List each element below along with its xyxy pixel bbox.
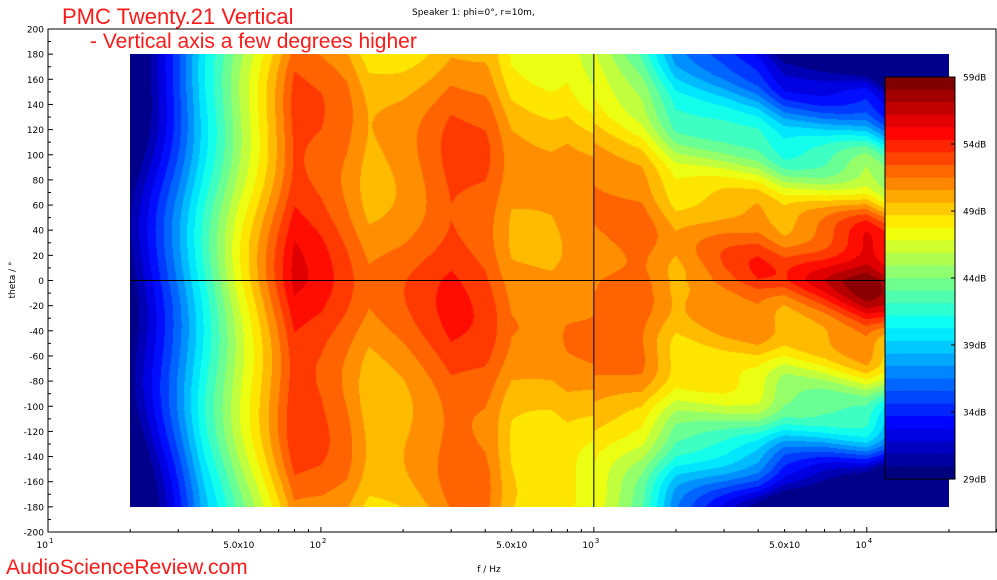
colorbar-band xyxy=(885,252,955,267)
x-tick-label: 10 xyxy=(582,541,594,551)
x-tick-label: 5.0x10 xyxy=(769,541,800,551)
colorbar-band xyxy=(885,290,955,304)
colorbar-band xyxy=(885,164,955,179)
y-tick-label: -100 xyxy=(24,403,45,413)
colorbar-band xyxy=(885,114,955,128)
y-tick-label: -60 xyxy=(29,352,44,362)
colorbar-band xyxy=(885,391,955,405)
y-tick-label: 180 xyxy=(27,51,44,61)
colorbar-tick-label: 54dB xyxy=(963,141,986,151)
y-tick-label: -40 xyxy=(29,327,44,337)
y-tick-label: 200 xyxy=(27,26,44,36)
y-tick-label: 80 xyxy=(33,176,45,186)
colorbar-band xyxy=(885,378,955,392)
y-tick-label: -20 xyxy=(29,302,44,312)
y-tick-label: 60 xyxy=(33,202,45,212)
colorbar-band xyxy=(885,127,955,141)
y-tick-label: 0 xyxy=(38,277,44,287)
x-tick-exponent: 4 xyxy=(868,537,873,545)
y-tick-label: 120 xyxy=(27,126,44,136)
colorbar-band xyxy=(885,328,955,342)
colorbar-band xyxy=(885,190,955,204)
y-tick-label: 20 xyxy=(33,252,45,262)
colorbar-band xyxy=(885,102,955,116)
colorbar-band xyxy=(885,89,955,103)
y-tick-label: -140 xyxy=(24,453,45,463)
watermark-logo: AudioScienceReview.com xyxy=(6,556,248,579)
colorbar-band xyxy=(885,441,955,455)
colorbar: 59dB 54dB 49dB 44dB 39dB 34dB 29dB xyxy=(884,74,986,486)
colorbar-band xyxy=(885,227,955,241)
x-tick-label: 5.0x10 xyxy=(223,541,254,551)
colorbar-band xyxy=(885,453,955,468)
colorbar-band xyxy=(885,152,955,166)
colorbar-band xyxy=(885,403,955,417)
colorbar-band xyxy=(885,265,955,279)
y-axis-label: theta / ° xyxy=(8,261,18,298)
y-tick-label: 100 xyxy=(27,151,44,161)
colorbar-band xyxy=(885,77,955,91)
x-tick-exponent: 2 xyxy=(322,537,326,545)
colorbar-band xyxy=(885,416,955,430)
chart-subtitle: Speaker 1: phi=0°, r=10m, xyxy=(412,8,535,18)
x-axis-label: f / Hz xyxy=(477,565,501,575)
y-tick-label: -180 xyxy=(24,503,45,513)
x-tick-exponent: 1 xyxy=(49,537,53,545)
colorbar-band xyxy=(885,139,955,153)
colorbar-tick-label: 59dB xyxy=(963,74,986,84)
colorbar-band xyxy=(885,340,955,354)
colorbar-band xyxy=(885,240,955,254)
colorbar-band xyxy=(885,466,955,480)
x-tick-label: 10 xyxy=(855,541,867,551)
colorbar-band xyxy=(885,278,955,292)
y-tick-label: -120 xyxy=(24,428,45,438)
colorbar-tick-label: 44dB xyxy=(963,275,986,285)
y-tick-label: 40 xyxy=(33,227,45,237)
colorbar-tick-label: 39dB xyxy=(963,342,986,352)
x-tick-exponent: 3 xyxy=(595,537,599,545)
y-tick-label: 140 xyxy=(27,101,44,111)
colorbar-band xyxy=(885,202,955,216)
colorbar-tick-label: 29dB xyxy=(963,476,986,486)
colorbar-band xyxy=(885,315,955,329)
x-tick-label: 5.0x10 xyxy=(496,541,527,551)
colorbar-band xyxy=(885,365,955,380)
colorbar-band xyxy=(885,353,955,367)
chart-title-line2: - Vertical axis a few degrees higher xyxy=(90,30,417,53)
colorbar-tick-label: 34dB xyxy=(963,409,986,419)
y-tick-label: -80 xyxy=(29,378,44,388)
x-tick-label: 10 xyxy=(309,541,321,551)
colorbar-band xyxy=(885,177,955,191)
y-tick-label: -160 xyxy=(24,478,45,488)
colorbar-tick-label: 49dB xyxy=(963,208,986,218)
colorbar-band xyxy=(885,303,955,317)
chart-title: PMC Twenty.21 Vertical xyxy=(62,4,294,29)
x-tick-label: 10 xyxy=(37,541,49,551)
y-tick-label: 160 xyxy=(27,76,44,86)
y-tick-label: -200 xyxy=(24,529,45,539)
colorbar-band xyxy=(885,215,955,229)
colorbar-band xyxy=(885,428,955,442)
